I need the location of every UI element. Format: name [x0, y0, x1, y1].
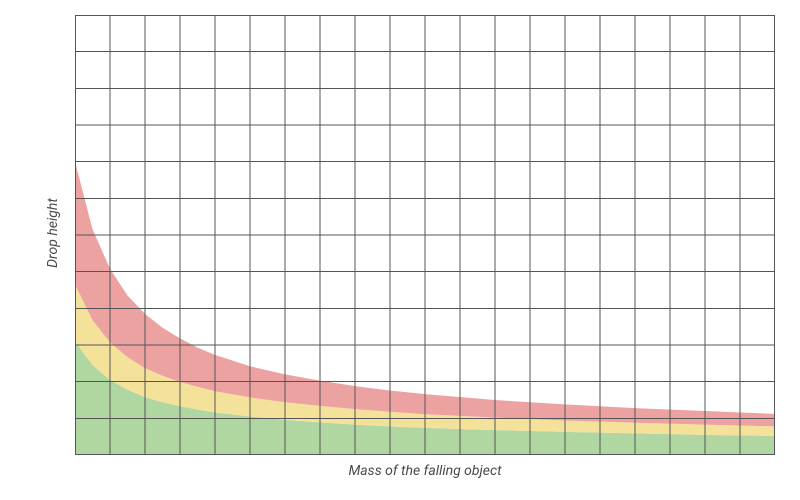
y-axis-label: Drop height: [45, 173, 61, 293]
chart-plot: [75, 15, 775, 455]
x-axis-label: Mass of the falling object: [75, 463, 775, 479]
risk-chart: Drop height Mass of the falling object: [0, 0, 800, 500]
